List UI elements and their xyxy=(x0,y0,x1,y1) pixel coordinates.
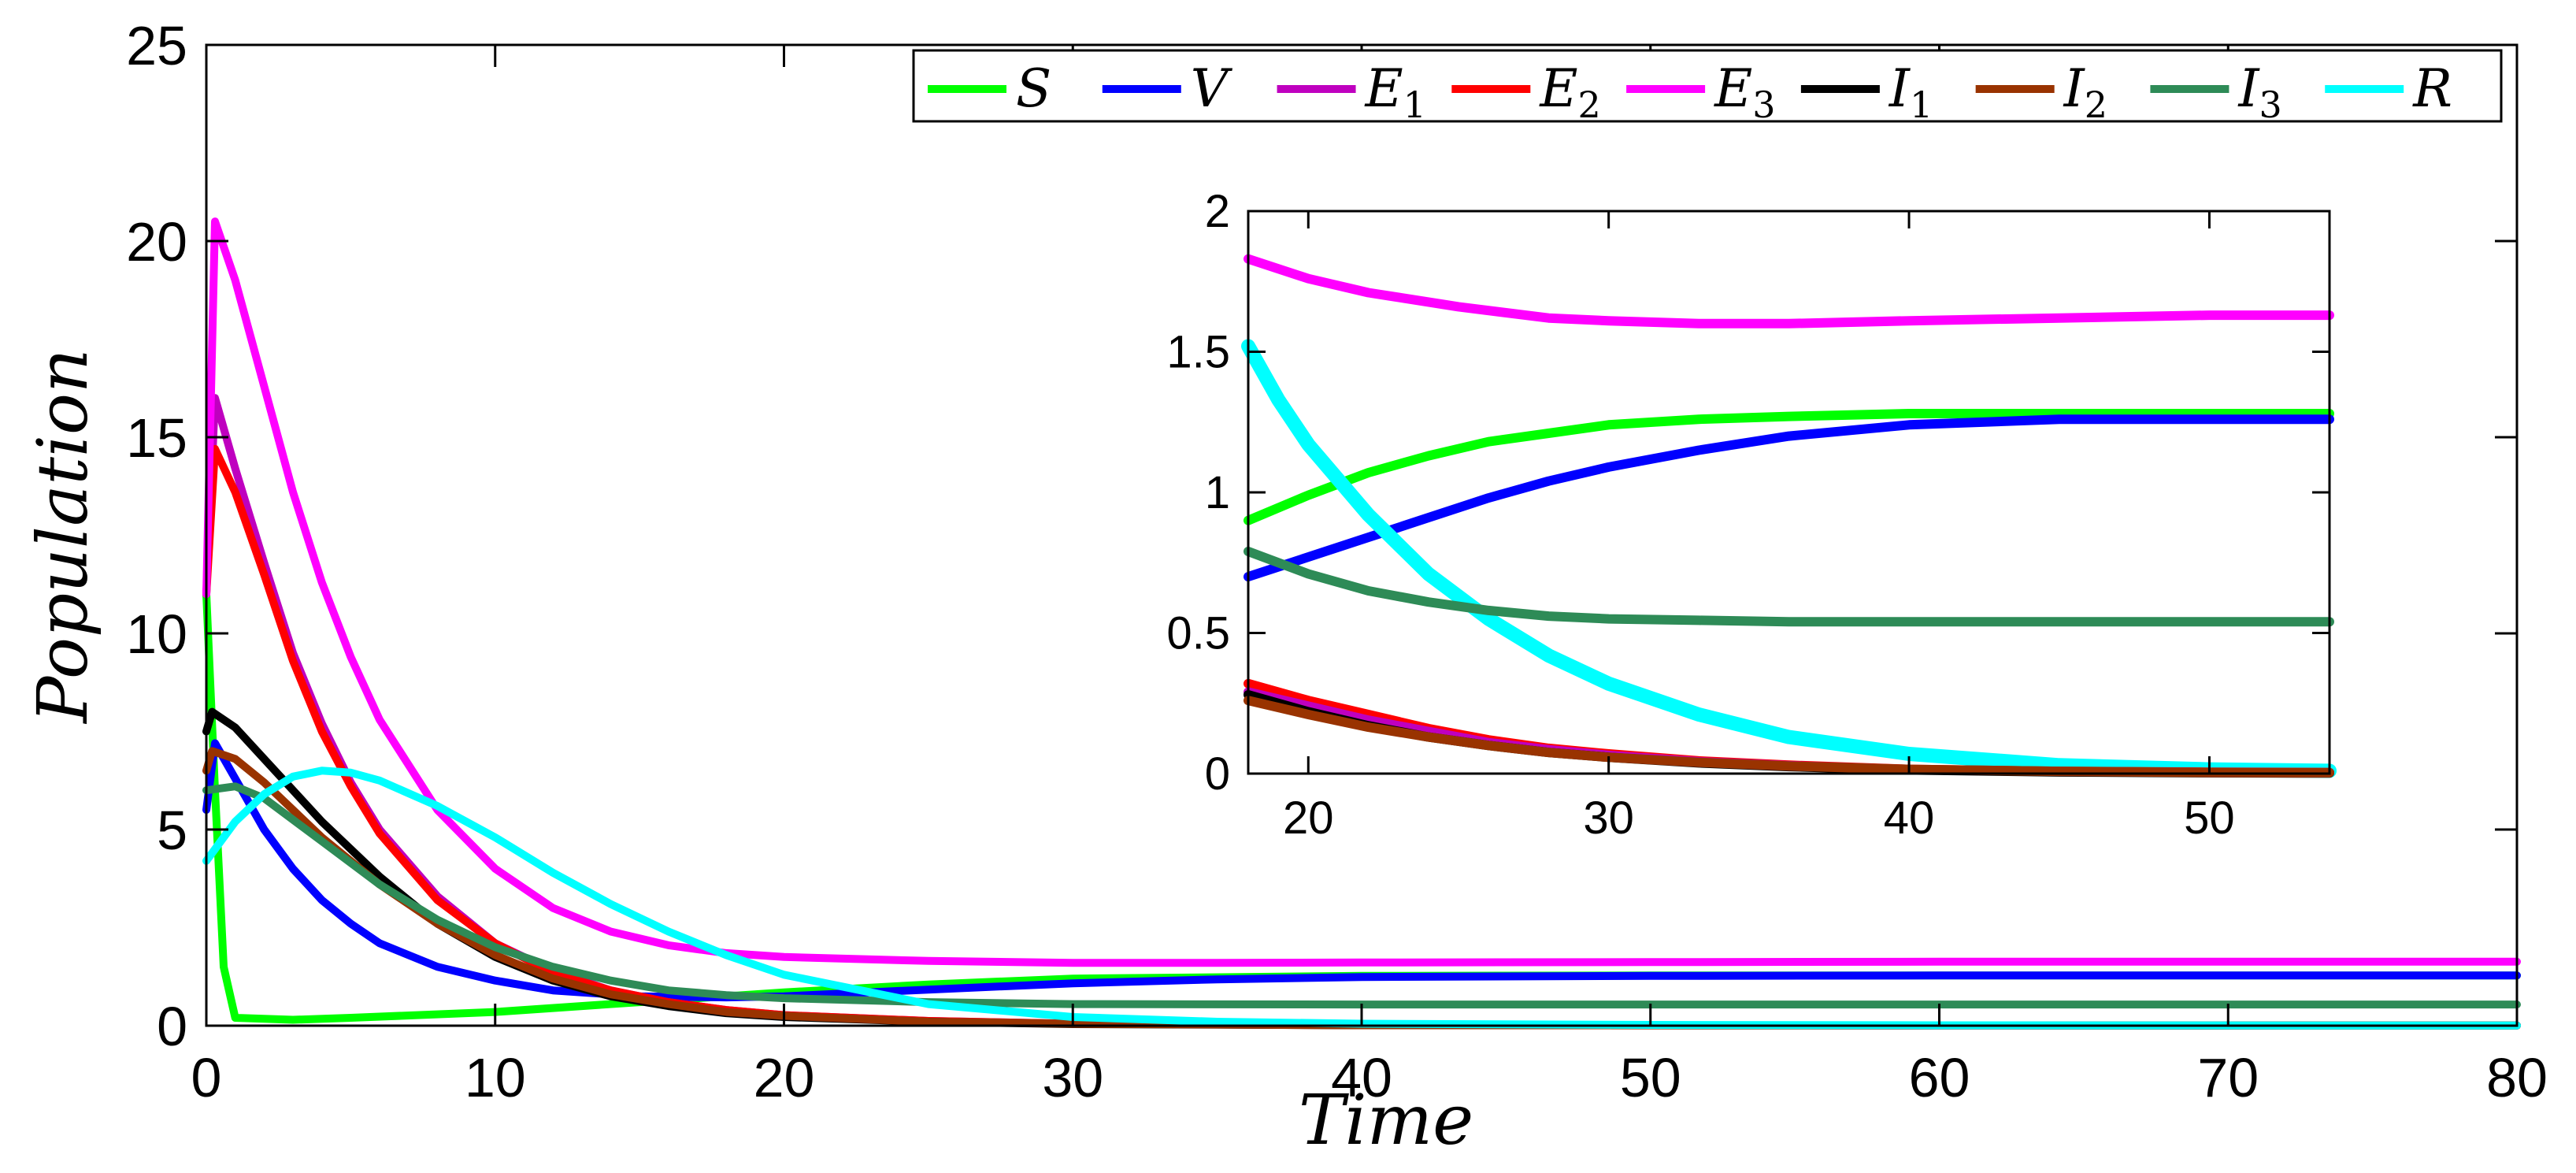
legend-label: V xyxy=(1191,58,1233,119)
inset-series-line-S xyxy=(1244,409,2334,525)
legend-items: S V E1 E2 E3 I1 I2 I3 R xyxy=(928,58,2452,126)
y-axis-title: Population xyxy=(22,348,103,724)
y-tick-label: 10 xyxy=(126,603,187,665)
x-tick-label: 70 xyxy=(2197,1047,2259,1108)
legend-item-I2: I2 xyxy=(1975,58,2107,126)
x-tick-label: 20 xyxy=(754,1047,815,1108)
legend-label: I3 xyxy=(2237,58,2281,126)
x-tick-label: 60 xyxy=(1909,1047,1970,1108)
inset-y-tick-label: 1.5 xyxy=(1166,327,1230,378)
series-line-R xyxy=(202,767,2521,1030)
legend-label: I1 xyxy=(1888,58,1933,126)
legend: S V E1 E2 E3 I1 I2 I3 R xyxy=(912,49,2503,126)
inset-series-line-E3 xyxy=(1244,254,2334,329)
inset-x-tick-labels: 20 30 40 50 xyxy=(1283,793,2235,844)
inset-series-line-R xyxy=(1241,339,2337,778)
legend-label: E3 xyxy=(1714,58,1775,126)
inset-x-tick-label: 30 xyxy=(1583,793,1634,844)
inset-y-tick-labels: 0 0.5 1 1.5 2 xyxy=(1166,186,1230,800)
inset-series-line-I3 xyxy=(1244,547,2334,627)
x-tick-label: 50 xyxy=(1620,1047,1681,1108)
inset-y-tick-label: 2 xyxy=(1205,186,1230,237)
inset-x-tick-label: 40 xyxy=(1884,793,1935,844)
x-axis-title: Time xyxy=(1299,1079,1473,1160)
legend-label: I2 xyxy=(2063,58,2107,126)
y-tick-label: 0 xyxy=(157,996,187,1057)
series-line-E3 xyxy=(202,217,2521,967)
legend-label: E2 xyxy=(1539,58,1600,126)
x-tick-label: 40 xyxy=(1331,1047,1392,1108)
main-axis-ticks xyxy=(205,43,2519,1027)
inset-series-group xyxy=(1241,254,2337,778)
main-x-tick-labels: 0 10 20 30 40 50 60 70 80 xyxy=(191,1047,2548,1108)
legend-item-S: S xyxy=(928,58,1051,119)
inset-axis-ticks xyxy=(1248,210,2330,775)
x-tick-label: 10 xyxy=(465,1047,526,1108)
y-tick-label: 25 xyxy=(126,15,187,76)
y-tick-label: 15 xyxy=(126,407,187,469)
inset-x-tick-label: 20 xyxy=(1283,793,1334,844)
inset-y-tick-label: 1 xyxy=(1205,467,1230,518)
inset-x-tick-label: 50 xyxy=(2184,793,2235,844)
legend-item-I3: I3 xyxy=(2150,58,2282,126)
legend-item-R: R xyxy=(2325,58,2452,119)
legend-label: R xyxy=(2412,58,2452,119)
y-tick-label: 5 xyxy=(157,800,187,861)
inset-series-line-V xyxy=(1244,414,2334,582)
legend-item-E2: E2 xyxy=(1451,58,1601,126)
legend-item-I1: I1 xyxy=(1800,58,1933,126)
legend-item-E1: E1 xyxy=(1277,58,1426,126)
inset-y-tick-label: 0.5 xyxy=(1166,608,1230,659)
x-tick-label: 0 xyxy=(191,1047,222,1108)
legend-item-V: V xyxy=(1102,58,1233,119)
legend-label: S xyxy=(1016,58,1051,119)
legend-item-E3: E3 xyxy=(1626,58,1776,126)
main-series-group xyxy=(202,217,2521,1030)
inset-chart: 20 30 40 50 0 0.5 1 1.5 2 xyxy=(1166,186,2337,844)
main-y-tick-labels: 0 5 10 15 20 25 xyxy=(126,15,187,1057)
legend-label: E1 xyxy=(1365,58,1426,126)
x-tick-label: 30 xyxy=(1042,1047,1103,1108)
series-line-I2 xyxy=(202,747,2521,1030)
y-tick-label: 20 xyxy=(126,211,187,273)
inset-y-tick-label: 0 xyxy=(1205,748,1230,800)
x-tick-label: 80 xyxy=(2486,1047,2548,1108)
